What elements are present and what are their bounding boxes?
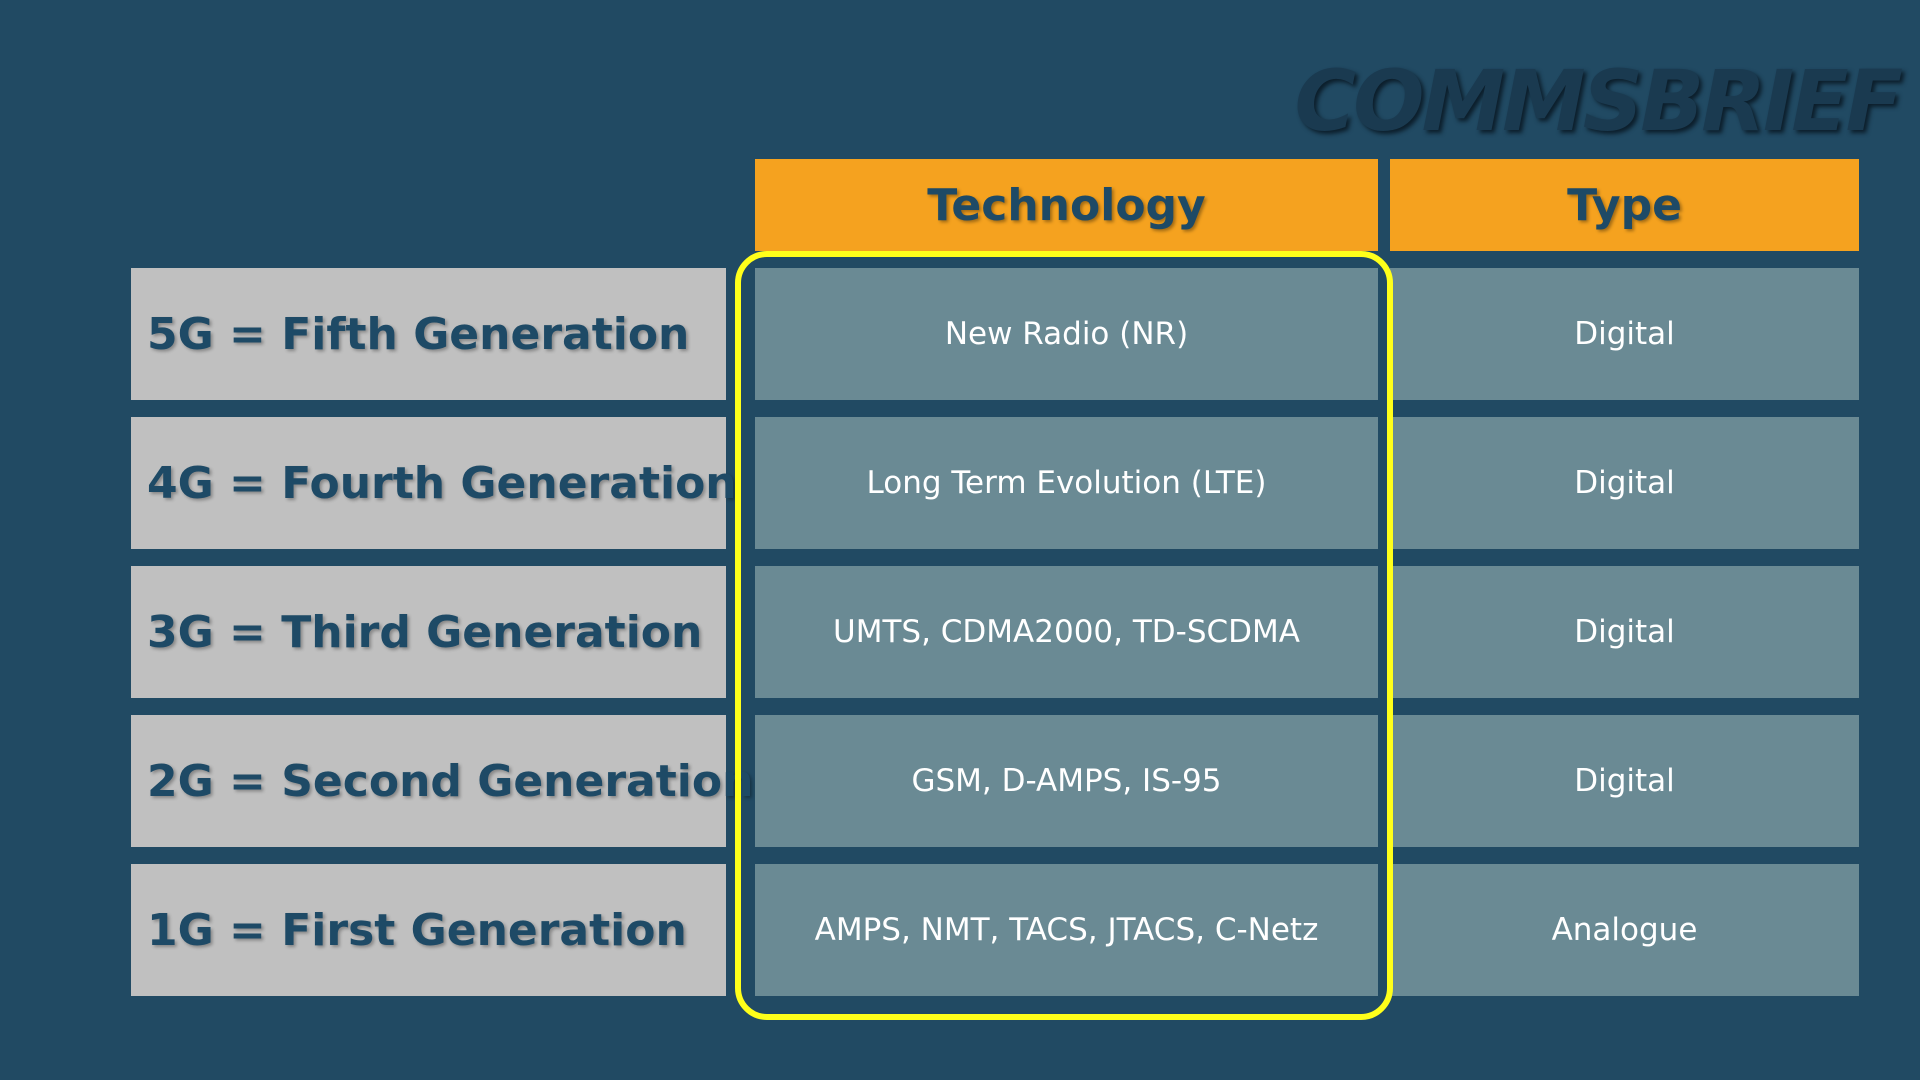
technology-cell: UMTS, CDMA2000, TD-SCDMA (755, 566, 1378, 698)
column-header: Technology (755, 159, 1378, 251)
type-cell: Analogue (1390, 864, 1859, 996)
type-cell: Digital (1390, 566, 1859, 698)
generation-label: 5G = Fifth Generation (131, 268, 726, 400)
technology-cell: GSM, D-AMPS, IS-95 (755, 715, 1378, 847)
technology-cell: Long Term Evolution (LTE) (755, 417, 1378, 549)
highlight-box (735, 251, 1393, 1020)
generation-label: 1G = First Generation (131, 864, 726, 996)
type-cell: Digital (1390, 715, 1859, 847)
generation-label: 3G = Third Generation (131, 566, 726, 698)
type-cell: Digital (1390, 417, 1859, 549)
generation-label: 4G = Fourth Generation (131, 417, 737, 549)
logo: COMMSBRIEF (1294, 52, 1903, 150)
technology-cell: AMPS, NMT, TACS, JTACS, C-Netz (755, 864, 1378, 996)
technology-cell: New Radio (NR) (755, 268, 1378, 400)
column-header: Type (1390, 159, 1859, 251)
type-cell: Digital (1390, 268, 1859, 400)
generation-label: 2G = Second Generation (131, 715, 753, 847)
